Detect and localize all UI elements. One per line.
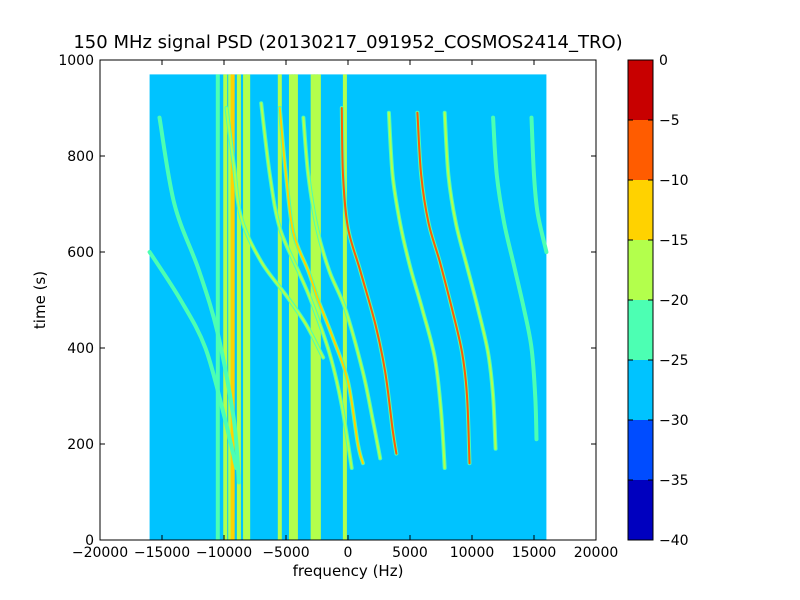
y-axis-label: time (s) (31, 271, 49, 329)
carrier-line-12 (313, 74, 318, 540)
x-tick-label: 10000 (450, 545, 495, 561)
y-tick-label: 200 (67, 437, 94, 453)
colorbar-band (628, 360, 653, 420)
x-tick-label: 0 (344, 545, 353, 561)
x-tick-label: −5000 (262, 545, 309, 561)
carrier-line-1 (223, 74, 228, 540)
doppler-trace-11 (530, 116, 548, 253)
doppler-trace-1 (158, 116, 240, 484)
colorbar-band (628, 60, 653, 120)
carrier-line-0 (215, 74, 220, 540)
x-tick-label: 15000 (512, 545, 557, 561)
x-tick-label: −20000 (72, 545, 128, 561)
carrier-line-5 (243, 74, 248, 540)
colorbar-tick-label: −30 (659, 413, 689, 429)
doppler-trace-6 (340, 107, 398, 455)
doppler-trace-4 (278, 107, 364, 465)
x-tick-label: −15000 (134, 545, 190, 561)
colorbar-tick-label: −40 (659, 533, 689, 549)
colorbar-band (628, 300, 653, 360)
y-tick-label: 600 (67, 245, 94, 261)
doppler-trace-2 (225, 107, 325, 359)
colorbar-tick-label: −35 (659, 473, 689, 489)
chart-title: 150 MHz signal PSD (20130217_091952_COSM… (73, 32, 622, 53)
carrier-line-7 (277, 74, 282, 540)
x-axis-ticks: −20000 −15000 −10000 −5000 0 5000 10000 15000 20… (72, 60, 618, 561)
colorbar-tick-label: 0 (659, 53, 668, 69)
doppler-trace-8 (416, 111, 471, 465)
colorbar-band (628, 120, 653, 180)
carrier-line-8 (288, 74, 293, 540)
y-tick-label: 800 (67, 149, 94, 165)
carrier-line-6 (246, 74, 251, 540)
y-tick-label: 0 (85, 533, 94, 549)
carrier-line-3 (230, 74, 235, 540)
carrier-line-2 (228, 74, 233, 540)
colorbar: 0 −5 −10 −15 −20 −25 −30 −35 −40 (627, 53, 689, 549)
x-tick-label: −10000 (196, 545, 252, 561)
colorbar-band (628, 180, 653, 240)
colorbar-band (628, 240, 653, 300)
doppler-trace-9 (443, 111, 497, 450)
colorbar-band (628, 480, 653, 540)
doppler-trace-3 (260, 102, 353, 469)
colorbar-tick-label: −20 (659, 293, 689, 309)
heatmap-layer (147, 74, 549, 540)
colorbar-tick-label: −10 (659, 173, 689, 189)
y-axis-ticks: 0 200 400 600 800 1000 (58, 53, 596, 549)
doppler-trace-5 (302, 116, 382, 460)
carrier-line-4 (236, 74, 241, 540)
y-tick-label: 1000 (58, 53, 94, 69)
psd-background (149, 74, 547, 540)
y-tick-label: 400 (67, 341, 94, 357)
colorbar-tick-label: −15 (659, 233, 689, 249)
x-tick-label: 20000 (574, 545, 619, 561)
doppler-trace-10 (492, 116, 538, 441)
x-tick-label: 5000 (392, 545, 428, 561)
doppler-trace-0 (148, 251, 238, 469)
colorbar-tick-label: −25 (659, 353, 689, 369)
colorbar-tick-label: −5 (659, 113, 680, 129)
doppler-trace-7 (387, 111, 446, 469)
colorbar-band (628, 420, 653, 480)
x-axis-label: frequency (Hz) (293, 562, 404, 580)
